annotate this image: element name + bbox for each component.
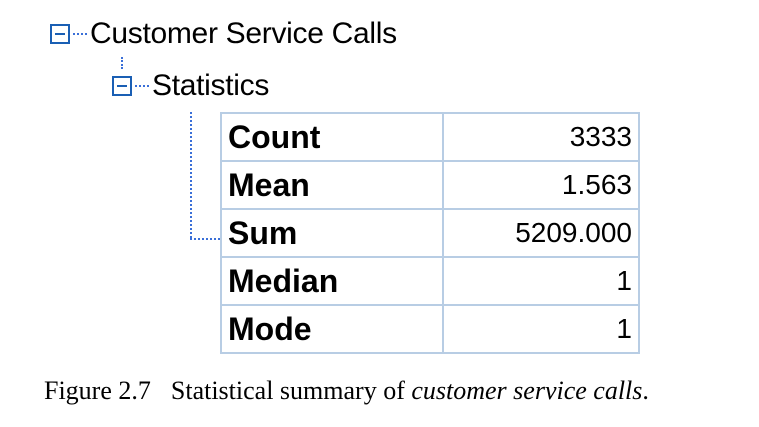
tree-node-label: Customer Service Calls	[90, 17, 397, 50]
stat-value-median: 1	[442, 256, 640, 306]
tree-node-label: Statistics	[152, 69, 270, 102]
tree-node-statistics[interactable]: Statistics	[112, 64, 269, 108]
collapse-toggle-icon[interactable]	[112, 76, 132, 96]
caption-text: Statistical summary of	[170, 376, 412, 405]
stat-label-sum: Sum	[220, 208, 444, 258]
stat-label-mode: Mode	[220, 304, 444, 354]
tree-connector-vertical	[190, 112, 192, 238]
tree-node-customer-service-calls[interactable]: Customer Service Calls	[50, 12, 397, 56]
figure-caption: Figure 2.7 Statistical summary of custome…	[44, 376, 649, 406]
stat-value-sum: 5209.000	[442, 208, 640, 258]
stat-value-mean: 1.563	[442, 160, 640, 210]
table-row: Count 3333	[220, 112, 640, 162]
stat-label-count: Count	[220, 112, 444, 162]
statistics-table: Count 3333 Mean 1.563 Sum 5209.000 Media…	[220, 112, 640, 354]
stat-value-count: 3333	[442, 112, 640, 162]
stat-value-mode: 1	[442, 304, 640, 354]
collapse-toggle-icon[interactable]	[50, 24, 70, 44]
caption-end: .	[642, 376, 649, 405]
stat-label-mean: Mean	[220, 160, 444, 210]
table-row: Sum 5209.000	[220, 208, 640, 258]
stat-label-median: Median	[220, 256, 444, 306]
table-row: Mean 1.563	[220, 160, 640, 210]
caption-italic: customer service calls	[411, 376, 643, 405]
tree-connector-horizontal	[190, 238, 220, 240]
tree-connector	[135, 85, 149, 87]
tree-connector	[73, 33, 87, 35]
figure-number: Figure 2.7	[44, 376, 151, 405]
table-row: Median 1	[220, 256, 640, 306]
tree-connector-vertical	[121, 57, 123, 69]
table-row: Mode 1	[220, 304, 640, 354]
